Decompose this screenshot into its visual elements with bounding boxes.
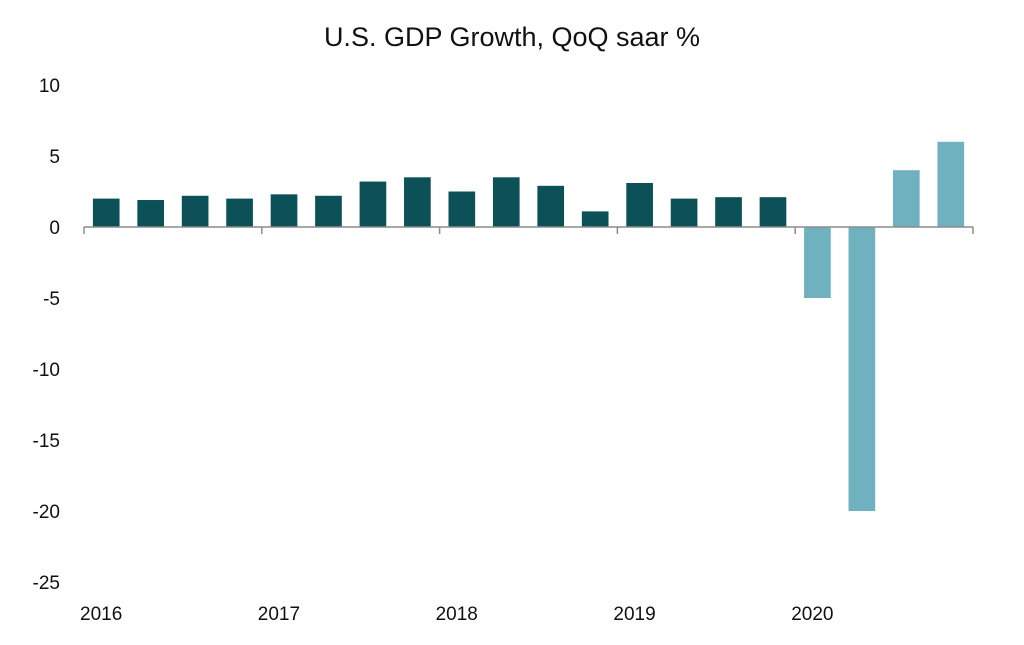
x-year-label: 2020 <box>791 604 833 625</box>
y-tick-label: -25 <box>33 573 60 594</box>
x-year-label: 2017 <box>258 604 300 625</box>
bar-2016-q1 <box>92 198 120 227</box>
bar-2019-q4 <box>759 197 787 227</box>
bar-2017-q1 <box>270 194 298 227</box>
bar-2016-q3 <box>181 195 209 227</box>
bar-2017-q2 <box>315 195 342 227</box>
y-tick-label: -10 <box>33 360 60 381</box>
bar-2016-q2 <box>137 200 165 227</box>
bar-2018-q2 <box>492 177 520 227</box>
bar-2017-q4 <box>404 177 431 227</box>
x-year-label: 2016 <box>80 604 122 625</box>
y-tick-label: 10 <box>39 76 60 97</box>
y-tick-label: 5 <box>49 147 60 168</box>
y-tick-label: 0 <box>49 218 60 239</box>
x-year-label: 2018 <box>436 604 478 625</box>
bar-2018-q1 <box>448 191 476 227</box>
bar-2016-q4 <box>226 198 253 227</box>
bar-2018-q3 <box>537 185 565 227</box>
bar-2020-q2 <box>848 227 876 511</box>
bar-2019-q3 <box>715 197 742 227</box>
y-tick-label: -5 <box>43 289 60 310</box>
bar-2019-q1 <box>626 182 653 227</box>
y-tick-label: -15 <box>33 431 60 452</box>
y-tick-label: -20 <box>33 502 60 523</box>
x-year-label: 2019 <box>613 604 655 625</box>
bar-2020-q3 <box>892 170 920 227</box>
bar-2019-q2 <box>670 198 698 227</box>
bar-2017-q3 <box>359 181 387 227</box>
bar-2020-q1 <box>804 227 831 298</box>
bar-2020-q4 <box>937 141 965 227</box>
bar-2018-q4 <box>581 211 609 227</box>
chart-title: U.S. GDP Growth, QoQ saar % <box>323 22 701 52</box>
